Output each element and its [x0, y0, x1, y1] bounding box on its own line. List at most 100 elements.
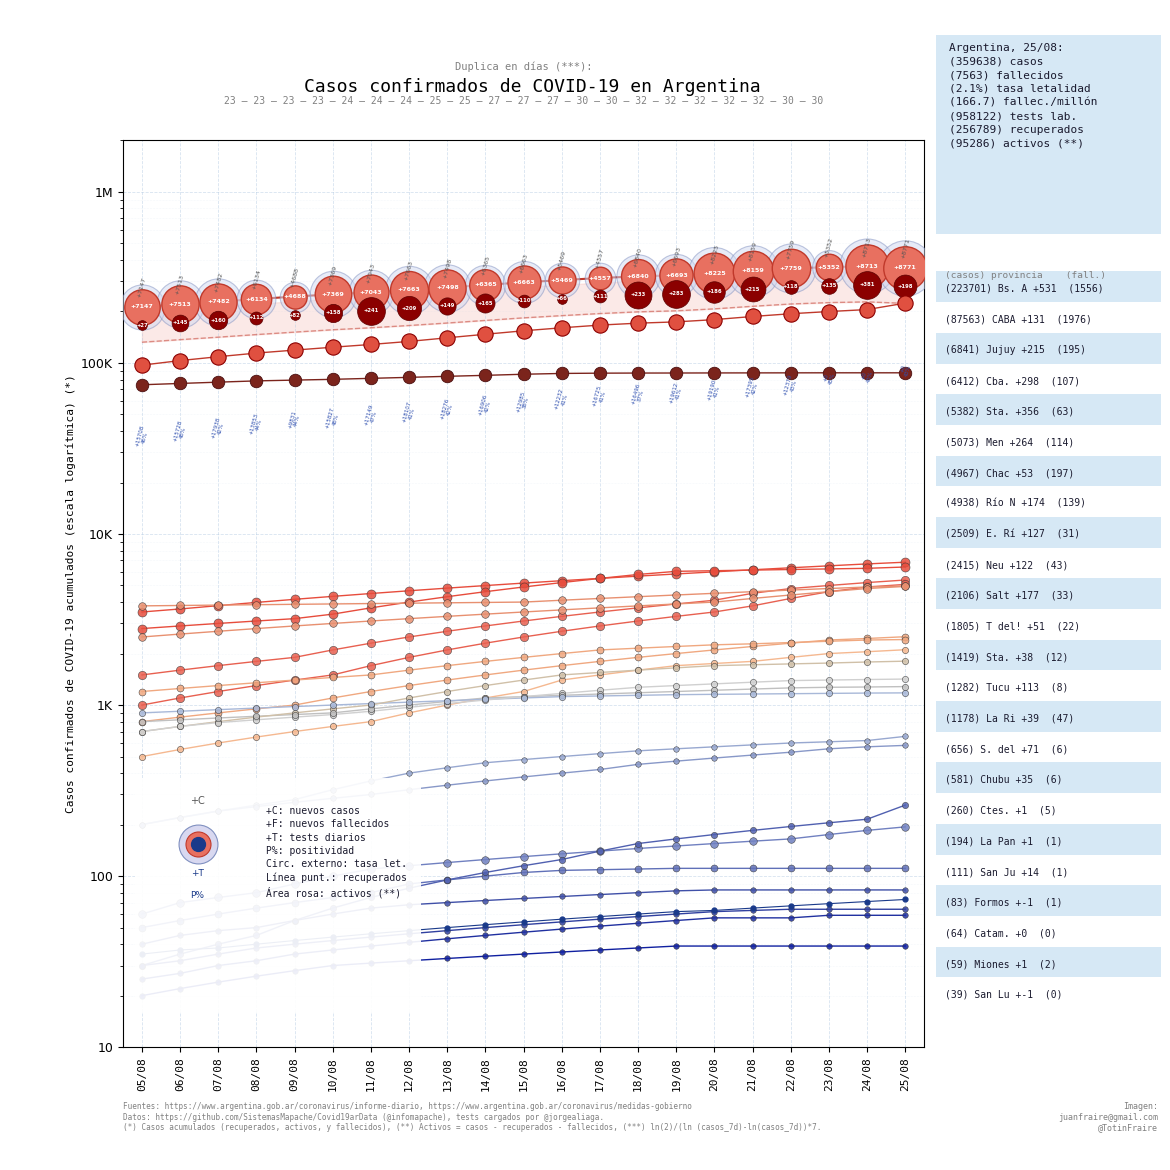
Text: Argentina, 25/08:
(359638) casos
(7563) fallecidos
(2.1%) tasa letalidad
(166.7): Argentina, 25/08: (359638) casos (7563) …: [950, 43, 1097, 149]
Text: +5352: +5352: [824, 238, 834, 259]
Text: +13853
44%: +13853 44%: [248, 412, 264, 436]
Text: +186: +186: [707, 289, 722, 295]
FancyBboxPatch shape: [936, 670, 1161, 704]
FancyBboxPatch shape: [936, 332, 1161, 366]
Text: +165: +165: [477, 301, 494, 305]
Text: (2106) Salt +177  (33): (2106) Salt +177 (33): [945, 591, 1074, 601]
Text: (87563) CABA +131  (1976): (87563) CABA +131 (1976): [945, 315, 1092, 324]
Text: (1805) T del! +51  (22): (1805) T del! +51 (22): [945, 621, 1080, 632]
Text: +4557: +4557: [589, 275, 611, 281]
Text: +12379
43%: +12379 43%: [783, 373, 799, 398]
FancyBboxPatch shape: [936, 394, 1161, 427]
Text: +19190
41%: +19190 41%: [707, 379, 722, 404]
FancyBboxPatch shape: [129, 773, 427, 1017]
Text: +4688: +4688: [283, 294, 307, 300]
Text: +6693: +6693: [672, 246, 681, 267]
Y-axis label: Casos confirmados de COVID-19 acumulados (escala logarítmica) (*): Casos confirmados de COVID-19 acumulados…: [66, 374, 76, 813]
Text: +F: +F: [191, 839, 205, 848]
Text: +283: +283: [668, 291, 684, 296]
Text: +6134: +6134: [252, 269, 262, 290]
Text: +7369: +7369: [328, 264, 338, 285]
FancyBboxPatch shape: [936, 793, 1161, 826]
Text: +16906
42%: +16906 42%: [477, 393, 494, 418]
Text: +8225: +8225: [709, 243, 720, 264]
Text: +6663: +6663: [512, 280, 535, 284]
Text: +135: +135: [821, 283, 837, 288]
Text: Casos confirmados de COVID-19 en Argentina: Casos confirmados de COVID-19 en Argenti…: [304, 78, 760, 96]
Text: +C: +C: [191, 797, 205, 806]
Text: (5382) Sta. +356  (63): (5382) Sta. +356 (63): [945, 407, 1074, 417]
Text: (260) Ctes. +1  (5): (260) Ctes. +1 (5): [945, 806, 1057, 815]
Text: +5352: +5352: [818, 264, 840, 269]
Text: (111) San Ju +14  (1): (111) San Ju +14 (1): [945, 867, 1068, 878]
Text: +381: +381: [859, 282, 875, 288]
Text: +9831
44%: +9831 44%: [287, 410, 302, 431]
FancyBboxPatch shape: [936, 548, 1161, 581]
Text: +7513: +7513: [168, 302, 192, 307]
Text: (2509) E. Rí +127  (31): (2509) E. Rí +127 (31): [945, 530, 1080, 539]
FancyBboxPatch shape: [936, 824, 1161, 858]
Text: +0
43%: +0 43%: [899, 363, 911, 377]
FancyBboxPatch shape: [936, 977, 1161, 1011]
Text: +149: +149: [440, 303, 455, 309]
Text: Imagen:
juanfraire@gmail.com
@TotinFraire: Imagen: juanfraire@gmail.com @TotinFrair…: [1059, 1102, 1158, 1131]
Text: +17149
47%: +17149 47%: [363, 404, 379, 428]
Text: +145: +145: [172, 321, 187, 325]
Text: +17938
42%: +17938 42%: [211, 417, 226, 440]
Text: +19612
41%: +19612 41%: [668, 381, 684, 405]
FancyBboxPatch shape: [936, 947, 1161, 980]
FancyBboxPatch shape: [936, 731, 1161, 765]
Text: (4938) Río N +174  (139): (4938) Río N +174 (139): [945, 498, 1086, 509]
Text: (1282) Tucu +113  (8): (1282) Tucu +113 (8): [945, 683, 1068, 693]
Text: +7043: +7043: [366, 262, 376, 284]
Text: Fuentes: https://www.argentina.gob.ar/coronavirus/informe-diario, https://www.ar: Fuentes: https://www.argentina.gob.ar/co…: [123, 1102, 821, 1131]
Text: +7043: +7043: [359, 290, 383, 295]
FancyBboxPatch shape: [931, 32, 1165, 238]
Text: (2415) Neu +122  (43): (2415) Neu +122 (43): [945, 560, 1068, 570]
Text: +6840: +6840: [627, 274, 649, 278]
Text: +7759: +7759: [779, 266, 803, 271]
Text: +C: nuevos casos
+F: nuevos fallecidos
+T: tests diarios
P%: positividad
Circ. e: +C: nuevos casos +F: nuevos fallecidos +…: [267, 806, 407, 899]
Text: +T: +T: [191, 869, 204, 879]
Text: +0
45%: +0 45%: [823, 371, 835, 385]
Text: (1419) Sta. +38  (12): (1419) Sta. +38 (12): [945, 652, 1068, 662]
Text: +15708
46%: +15708 46%: [135, 425, 150, 448]
FancyBboxPatch shape: [936, 455, 1161, 489]
Text: +6693: +6693: [665, 273, 688, 277]
Text: +111: +111: [592, 294, 607, 300]
Text: +7482: +7482: [213, 271, 223, 294]
Text: +160: +160: [211, 317, 226, 323]
Text: (casos) provincia    (fall.): (casos) provincia (fall.): [945, 271, 1106, 281]
Text: (194) La Pan +1  (1): (194) La Pan +1 (1): [945, 837, 1062, 846]
FancyBboxPatch shape: [936, 640, 1161, 673]
Text: +6663: +6663: [518, 253, 529, 274]
FancyBboxPatch shape: [936, 364, 1161, 397]
FancyBboxPatch shape: [936, 302, 1161, 336]
Text: +233: +233: [631, 292, 646, 297]
FancyBboxPatch shape: [936, 487, 1161, 519]
Text: +7498: +7498: [442, 257, 453, 280]
Text: +8771: +8771: [900, 238, 910, 260]
Text: +110: +110: [516, 298, 531, 303]
Text: +8713: +8713: [862, 236, 872, 257]
FancyBboxPatch shape: [936, 701, 1161, 735]
Text: +5469: +5469: [557, 250, 567, 271]
Text: +241: +241: [363, 308, 379, 314]
Text: 23 – 23 – 23 – 23 – 24 – 24 – 24 – 25 – 25 – 27 – 27 – 27 – 30 – 30 – 32 – 32 – : 23 – 23 – 23 – 23 – 24 – 24 – 24 – 25 – …: [223, 96, 824, 106]
Text: (656) S. del +71  (6): (656) S. del +71 (6): [945, 744, 1068, 755]
Text: +7759: +7759: [785, 239, 796, 260]
Text: +112: +112: [249, 315, 264, 321]
Text: +7482: +7482: [207, 300, 229, 304]
Text: +8225: +8225: [703, 270, 725, 276]
Text: P%: P%: [191, 890, 205, 900]
Text: +209: +209: [401, 305, 417, 311]
FancyBboxPatch shape: [936, 517, 1161, 550]
Text: +18276
42%: +18276 42%: [440, 397, 455, 421]
Text: +17395
42%: +17395 42%: [744, 376, 760, 400]
Text: +6840: +6840: [633, 247, 644, 268]
Text: +16496
37%: +16496 37%: [631, 383, 646, 407]
Text: (5073) Men +264  (114): (5073) Men +264 (114): [945, 438, 1074, 447]
FancyBboxPatch shape: [936, 578, 1161, 612]
Text: (64) Catam. +0  (0): (64) Catam. +0 (0): [945, 928, 1057, 938]
Text: +7147: +7147: [137, 276, 147, 298]
